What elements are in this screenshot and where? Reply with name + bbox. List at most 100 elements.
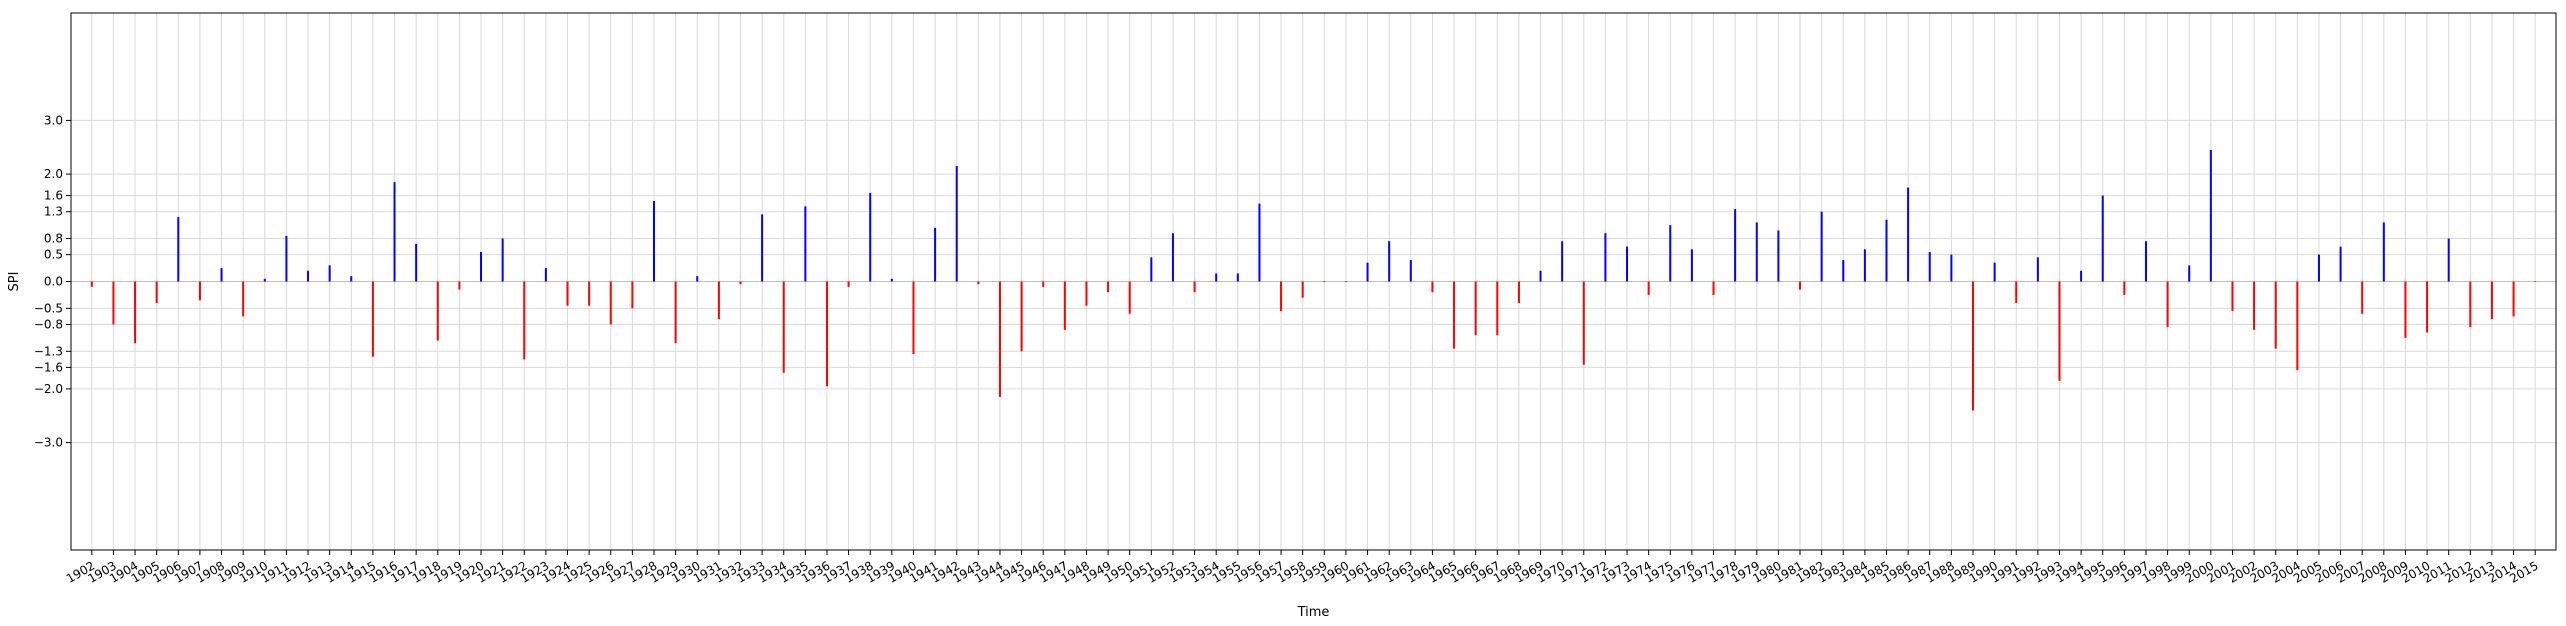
bar-1904 bbox=[134, 281, 137, 344]
plot-area-frame bbox=[70, 12, 2557, 551]
bar-1984 bbox=[1863, 249, 1866, 282]
bar-1933 bbox=[761, 214, 764, 282]
bar-2011 bbox=[2447, 238, 2450, 282]
bar-2015 bbox=[2534, 281, 2537, 282]
y-tick-label: −1.6 bbox=[34, 360, 63, 374]
bar-1909 bbox=[242, 281, 245, 317]
bar-1985 bbox=[1885, 219, 1888, 282]
bar-1964 bbox=[1431, 281, 1434, 293]
bar-2007 bbox=[2361, 281, 2364, 314]
bar-1998 bbox=[2166, 281, 2169, 328]
bar-1993 bbox=[2058, 281, 2061, 381]
bar-1971 bbox=[1582, 281, 1585, 365]
bar-1949 bbox=[1107, 281, 1110, 293]
y-tick-label: 0.0 bbox=[44, 275, 63, 289]
bar-2013 bbox=[2490, 281, 2493, 320]
bar-1921 bbox=[501, 238, 504, 282]
bar-1958 bbox=[1301, 281, 1304, 298]
bar-1970 bbox=[1561, 241, 1564, 282]
bar-1920 bbox=[480, 251, 483, 282]
bar-1934 bbox=[782, 281, 785, 373]
bar-1987 bbox=[1928, 251, 1931, 282]
bar-1966 bbox=[1474, 281, 1477, 336]
bar-1956 bbox=[1258, 203, 1261, 282]
x-axis-label: Time bbox=[1297, 605, 1330, 620]
bar-1943 bbox=[977, 281, 980, 285]
y-tick-label: −0.5 bbox=[34, 301, 63, 315]
bar-2001 bbox=[2231, 281, 2234, 312]
bar-1973 bbox=[1626, 246, 1629, 282]
bar-1946 bbox=[1042, 281, 1045, 287]
y-tick-label: −2.0 bbox=[34, 382, 63, 396]
bar-1937 bbox=[847, 281, 850, 287]
y-tick-label: −3.0 bbox=[34, 436, 63, 450]
bar-1954 bbox=[1215, 273, 1218, 282]
bar-1926 bbox=[609, 281, 612, 325]
bar-1912 bbox=[307, 270, 310, 282]
bar-1986 bbox=[1907, 187, 1910, 282]
bar-1950 bbox=[1128, 281, 1131, 314]
bar-1917 bbox=[415, 243, 418, 282]
bar-1942 bbox=[955, 166, 958, 282]
bar-1935 bbox=[804, 206, 807, 282]
bar-2014 bbox=[2512, 281, 2515, 317]
bar-1981 bbox=[1799, 281, 1802, 290]
bar-2005 bbox=[2317, 254, 2320, 282]
y-tick-label: 2.0 bbox=[44, 167, 63, 181]
bar-1967 bbox=[1496, 281, 1499, 336]
bar-1919 bbox=[458, 281, 461, 290]
bar-1911 bbox=[285, 235, 288, 282]
bar-1968 bbox=[1517, 281, 1520, 303]
bar-1991 bbox=[2015, 281, 2018, 303]
bar-1914 bbox=[350, 276, 353, 282]
bar-2004 bbox=[2296, 281, 2299, 371]
bar-1974 bbox=[1647, 281, 1650, 295]
x-axis-ticks: 1902190319041905190619071908190919101911… bbox=[64, 550, 2541, 586]
bar-1990 bbox=[1993, 262, 1996, 282]
bars bbox=[90, 149, 2537, 411]
bar-1959 bbox=[1323, 281, 1326, 282]
y-tick-label: 1.3 bbox=[44, 205, 63, 219]
bar-1947 bbox=[1063, 281, 1066, 330]
bar-1983 bbox=[1842, 260, 1845, 282]
bar-1994 bbox=[2080, 270, 2083, 282]
y-tick-label: 3.0 bbox=[44, 113, 63, 127]
bar-1941 bbox=[934, 227, 937, 282]
bar-1961 bbox=[1366, 262, 1369, 282]
bar-1936 bbox=[825, 281, 828, 387]
y-tick-label: −0.8 bbox=[34, 317, 63, 331]
bar-1927 bbox=[631, 281, 634, 309]
bar-1924 bbox=[566, 281, 569, 306]
bar-1982 bbox=[1820, 211, 1823, 282]
bar-1988 bbox=[1950, 254, 1953, 282]
bar-1999 bbox=[2188, 265, 2191, 282]
bar-1932 bbox=[739, 281, 742, 285]
bar-1957 bbox=[1280, 281, 1283, 312]
bar-1977 bbox=[1712, 281, 1715, 295]
bar-1939 bbox=[890, 278, 893, 282]
bar-1955 bbox=[1236, 273, 1239, 282]
bar-1992 bbox=[2036, 257, 2039, 282]
bar-1916 bbox=[393, 182, 396, 282]
bar-1918 bbox=[436, 281, 439, 341]
bar-1940 bbox=[912, 281, 915, 354]
bar-1908 bbox=[220, 268, 223, 282]
bar-1975 bbox=[1669, 225, 1672, 282]
bar-1930 bbox=[696, 276, 699, 282]
bar-1902 bbox=[90, 281, 93, 287]
bar-1905 bbox=[155, 281, 158, 303]
bar-1938 bbox=[869, 192, 872, 282]
bar-1960 bbox=[1344, 281, 1347, 282]
bar-2010 bbox=[2426, 281, 2429, 333]
bar-1945 bbox=[1020, 281, 1023, 352]
y-tick-label: 0.8 bbox=[44, 232, 63, 246]
bar-1976 bbox=[1690, 249, 1693, 282]
bar-1929 bbox=[674, 281, 677, 344]
bar-1907 bbox=[198, 281, 201, 301]
bar-1922 bbox=[523, 281, 526, 360]
bar-1963 bbox=[1409, 260, 1412, 282]
y-tick-label: 0.5 bbox=[44, 248, 63, 262]
bar-1969 bbox=[1539, 270, 1542, 282]
bar-1980 bbox=[1777, 230, 1780, 282]
bar-1923 bbox=[544, 268, 547, 282]
